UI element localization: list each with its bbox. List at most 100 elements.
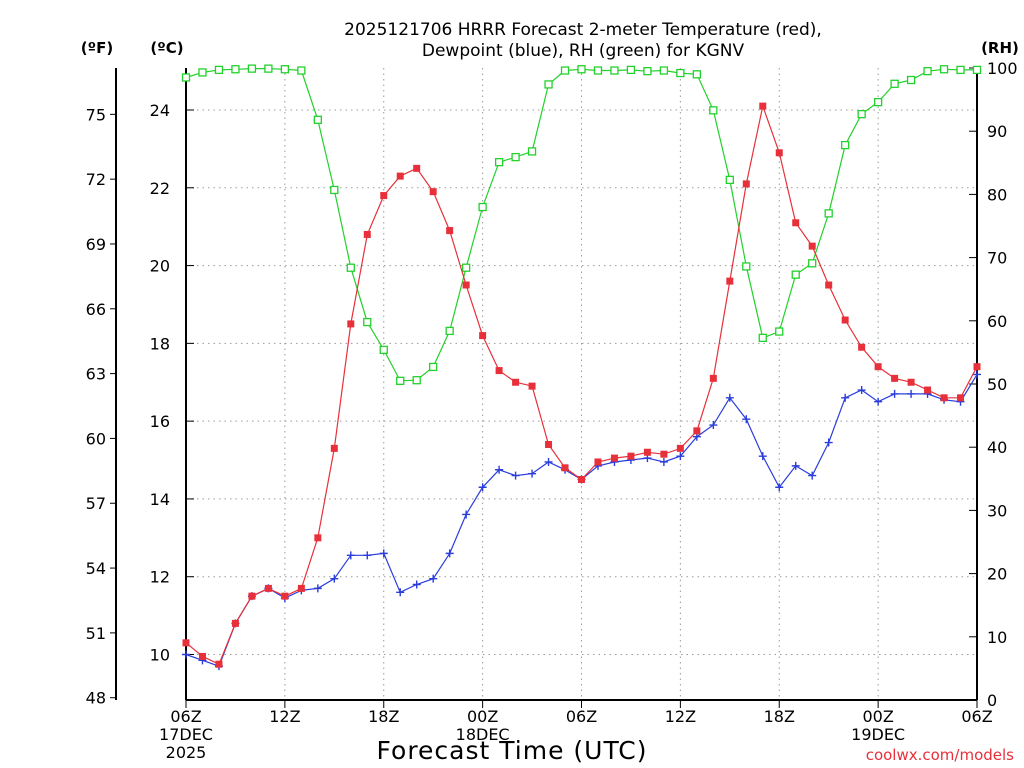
rh-point [956,65,965,75]
rh-point [923,67,932,76]
celsius-tick-label: 14 [150,490,170,509]
chart-title-line-1: 2025121706 HRRR Forecast 2-meter Tempera… [344,20,822,40]
dewpoint-point [775,483,784,492]
rh-tick-label: 60 [987,312,1007,331]
temperature-point [891,374,899,382]
x-tick-label: 18DEC [456,725,510,744]
celsius-tick-label: 18 [150,334,170,353]
fahrenheit-tick-label: 63 [86,365,106,384]
dewpoint-point [857,386,866,395]
x-tick-label: 00Z [467,707,498,726]
temperature-point [215,660,223,668]
temperature-point [858,343,866,351]
dewpoint-point [396,588,405,597]
rh-point [709,106,718,115]
temperature-point [479,332,487,340]
rh-tick-label: 50 [987,375,1007,394]
rh-point [280,65,290,74]
dewpoint-point [462,510,471,519]
rh-point [890,79,899,88]
rh-point [181,73,191,82]
watermark: coolwx.com/models [866,746,1014,764]
temperature-point [314,534,322,542]
dewpoint-point [313,584,322,593]
rh-point [544,80,553,89]
rh-point [972,65,982,75]
rh-point [906,75,916,85]
temperature-point [973,363,981,371]
temperature-point [380,192,388,200]
rh-point [198,68,207,77]
rh-tick-label: 80 [987,185,1007,204]
rh-point [808,259,817,268]
temperature-point [841,316,849,324]
x-tick-label: 12Z [269,707,300,726]
rh-point [478,202,487,212]
celsius-tick-label: 20 [150,257,170,276]
rh-point [346,263,355,272]
rh-point [692,70,702,79]
rh-point [626,65,636,75]
rh-point [429,362,438,372]
temperature-point [396,172,404,180]
rh-point [445,326,454,336]
dewpoint-point [725,393,734,402]
temperature-point [462,281,470,289]
rh-point [643,67,652,76]
dewpoint-point [478,483,487,492]
temperature-point [281,592,289,600]
rh-point [247,64,257,73]
dewpoint-point [412,580,421,589]
chart-title-line-2: Dewpoint (blue), RH (green) for KGNV [422,41,745,61]
dewpoint-point [511,471,520,480]
x-tick-label: 17DEC [159,725,213,744]
rh-point [527,147,537,156]
temperature-point [528,382,536,390]
rh-tick-label: 10 [987,628,1007,647]
celsius-tick-label: 12 [150,568,170,587]
dewpoint-point [363,551,372,560]
celsius-tick-label: 22 [150,179,170,198]
fahrenheit-tick-label: 54 [86,559,106,578]
rh-point [758,333,767,343]
rh-point [461,263,471,272]
rh-tick-label: 30 [987,501,1007,520]
temperature-point [578,475,585,483]
dewpoint-point [445,549,454,558]
rh-point [560,66,570,75]
rh-point [676,68,685,78]
celsius-tick-label: 10 [150,645,170,664]
dewpoint-point [330,574,339,583]
temperature-point [264,584,272,592]
temperature-point [297,584,305,592]
temperature-point [627,452,635,460]
temperature-point [594,458,602,466]
temperature-point [940,394,948,402]
x-tick-label: 00Z [862,707,893,726]
temperature-point [693,427,701,435]
temperature-point [413,164,421,172]
temperature-point [808,242,816,250]
dewpoint-point [528,469,537,478]
fahrenheit-tick-label: 75 [86,105,106,124]
dewpoint-point [973,370,981,379]
temperature-point [792,219,800,227]
temperature-point [363,230,371,238]
fahrenheit-unit-label: (ºF) [81,39,113,57]
rh-point [396,376,405,385]
dewpoint-point [874,397,883,406]
temperature-point [182,639,190,647]
rh-point [379,345,388,355]
rh-point [791,270,800,279]
fahrenheit-tick-label: 72 [86,170,106,189]
rh-point [511,152,520,162]
x-tick-label: 12Z [665,707,696,726]
rh-tick-label: 40 [987,438,1007,457]
rh-point [725,175,734,185]
dewpoint-point [890,389,899,398]
temperature-point [495,367,503,375]
temperature-point [825,281,833,289]
rh-point [330,185,339,195]
